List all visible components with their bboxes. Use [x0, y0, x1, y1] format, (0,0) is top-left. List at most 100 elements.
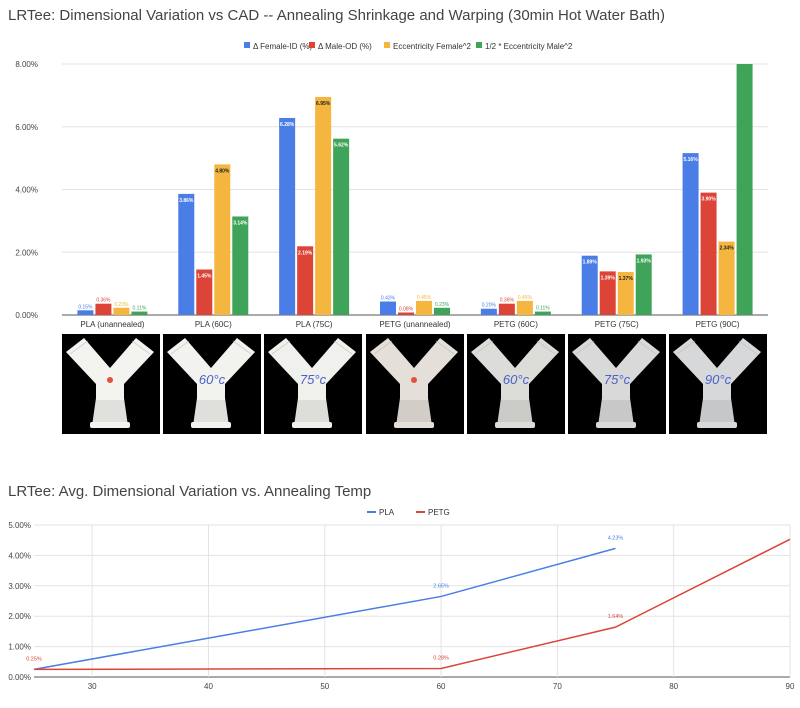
data-label: 5.16%	[683, 157, 698, 163]
handwritten-annotation: 60°c	[503, 372, 530, 387]
data-label: 2.19%	[298, 250, 313, 256]
data-label: 0.08%	[399, 306, 414, 312]
bar	[95, 303, 112, 315]
y-tick-label: 2.00%	[8, 612, 31, 621]
fitting-shade	[131, 340, 151, 355]
x-tick-label: PETG (60C)	[494, 320, 538, 329]
red-mark-dot	[410, 377, 417, 383]
data-label: 0.20%	[482, 303, 497, 309]
fitting-shade	[170, 340, 190, 355]
y-tick-label: 0.00%	[15, 311, 38, 320]
fitting-rim	[90, 422, 130, 428]
red-mark-dot	[107, 377, 113, 383]
legend-label: 1/2 * Eccentricity Male^2	[485, 42, 573, 51]
fitting-stem	[92, 398, 128, 426]
data-label: 1.39%	[601, 275, 616, 281]
data-label: 1.89%	[583, 260, 598, 266]
fitting-rim	[191, 422, 232, 428]
data-label: 5.62%	[334, 143, 349, 149]
legend-label: Δ Female-ID (%)	[253, 42, 312, 51]
data-label: 0.45%	[417, 295, 432, 301]
data-label: 6.95%	[316, 101, 331, 107]
series-line	[33, 547, 616, 671]
bar	[480, 308, 497, 315]
bar	[297, 246, 314, 315]
bar	[718, 241, 735, 315]
fitting-shade	[575, 340, 595, 355]
fitting-shade	[676, 340, 696, 355]
fitting-shade	[435, 340, 454, 355]
fitting-stem	[496, 398, 533, 426]
data-label: 0.36%	[96, 298, 111, 304]
data-label: 6.28%	[280, 122, 295, 128]
data-label: 1.45%	[197, 274, 212, 280]
legend-swatch	[244, 42, 250, 48]
bar	[315, 96, 332, 315]
x-tick-label: 70	[553, 682, 562, 691]
x-tick-label: 60	[437, 682, 446, 691]
x-tick-label: PLA (75C)	[296, 320, 333, 329]
y-tick-label: 6.00%	[15, 123, 38, 132]
y-fitting-icon: 75°c	[268, 338, 357, 428]
data-label: 2.34%	[719, 246, 734, 252]
legend-label: Eccentricity Female^2	[393, 42, 472, 51]
bar	[113, 307, 130, 315]
legend-swatch	[476, 42, 482, 48]
fitting-body	[572, 338, 660, 400]
fitting-shade	[536, 340, 556, 355]
handwritten-annotation: 90°c	[705, 372, 732, 387]
bar	[333, 138, 350, 315]
fitting-shade	[373, 340, 392, 355]
y-fitting-icon: 90°c	[673, 338, 762, 428]
bar	[498, 303, 515, 315]
data-label: 3.86%	[179, 198, 194, 204]
bar	[434, 307, 450, 315]
fitting-stem	[699, 398, 736, 426]
fitting-body	[673, 338, 762, 400]
data-label: 0.28%	[433, 655, 449, 661]
handwritten-annotation: 75°c	[604, 372, 631, 387]
fitting-shade	[738, 340, 758, 355]
bar-chart: 0.00% 2.00% 4.00% 6.00% 8.00% Δ Female-ID (%)…	[15, 42, 768, 329]
fitting-stem	[598, 398, 634, 426]
fitting-rim	[292, 422, 333, 428]
x-tick-label: PETG (75C)	[595, 320, 639, 329]
fitting-body	[470, 338, 559, 400]
fitting-body	[369, 338, 458, 400]
data-label: 4.80%	[215, 168, 230, 174]
data-label: 0.36%	[500, 298, 515, 304]
bar	[534, 311, 551, 315]
x-tick-label: PETG (unannealed)	[379, 320, 450, 329]
y-fitting-icon: 60°c	[470, 338, 559, 428]
bar	[599, 271, 616, 315]
legend-swatch	[384, 42, 390, 48]
fitting-rim	[697, 422, 738, 428]
x-tick-label: PLA (60C)	[195, 320, 232, 329]
fitting-body	[66, 338, 154, 400]
x-tick-label: 50	[320, 682, 329, 691]
bar	[214, 164, 231, 315]
data-label: 0.23%	[435, 302, 450, 308]
photo-pla-unannealed	[62, 334, 160, 434]
data-label: 4.23%	[608, 535, 624, 541]
data-label: 0.11%	[536, 306, 550, 312]
bar	[77, 310, 94, 315]
fitting-rim	[393, 422, 434, 428]
legend-swatch	[309, 42, 315, 48]
bar	[516, 300, 533, 315]
bar	[682, 153, 699, 315]
bar	[398, 312, 414, 315]
fitting-body	[268, 338, 357, 400]
photo-petg-60c: 60°c	[466, 334, 565, 434]
x-tick-label: PETG (90C)	[696, 320, 740, 329]
bar	[178, 193, 195, 315]
x-tick-label: 80	[669, 682, 678, 691]
bar	[196, 269, 213, 315]
data-label: 0.45%	[518, 295, 533, 301]
fitting-stem	[193, 398, 230, 426]
line-chart-title: LRTee: Avg. Dimensional Variation vs. An…	[8, 483, 372, 500]
y-tick-label: 2.00%	[15, 248, 38, 257]
fitting-rim	[596, 422, 636, 428]
fitting-shade	[232, 340, 252, 355]
x-tick-label: 90	[786, 682, 795, 691]
